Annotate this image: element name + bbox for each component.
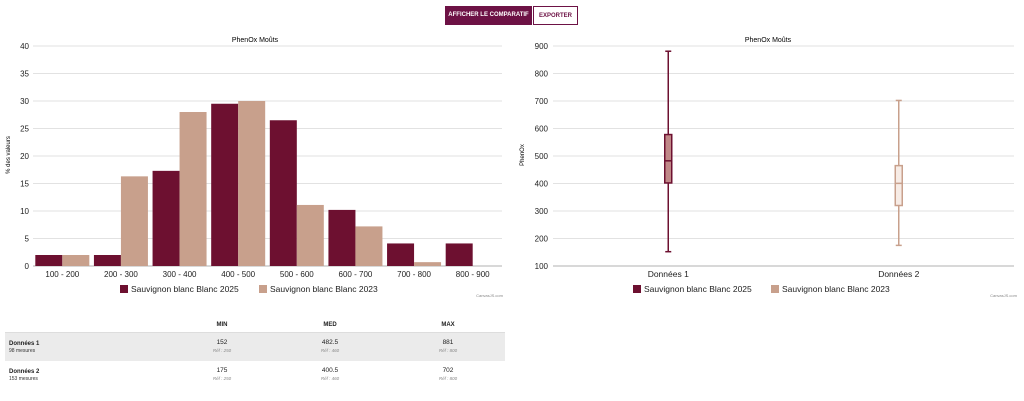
boxplot-box[interactable] <box>894 164 903 207</box>
boxplot-y-tick-label: 100 <box>535 262 549 271</box>
boxplot-y-tick-label: 400 <box>535 180 549 189</box>
boxplot-y-tick-label: 800 <box>535 70 549 79</box>
histogram-title: PhenOx Moûts <box>232 37 279 44</box>
histogram-x-tick-label: 200 - 300 <box>104 270 138 279</box>
legend-label[interactable]: Sauvignon blanc Blanc 2023 <box>270 284 378 294</box>
row-measure-count: 98 mesures <box>9 348 36 354</box>
boxplot-title: PhenOx Moûts <box>745 37 792 44</box>
legend-swatch <box>771 285 779 293</box>
boxplot-x-tick-label: Données 1 <box>648 269 689 279</box>
legend-label[interactable]: Sauvignon blanc Blanc 2025 <box>131 284 239 294</box>
histogram-bar[interactable] <box>120 176 148 266</box>
max-reference: Réf : 800 <box>438 348 458 353</box>
histogram-bar[interactable] <box>296 204 324 266</box>
legend-swatch <box>633 285 641 293</box>
histogram-y-axis-label: % des valeurs <box>6 136 12 174</box>
boxplot-y-tick-label: 300 <box>535 207 549 216</box>
header-med: MED <box>323 322 337 328</box>
boxplot-y-tick-label: 600 <box>535 125 549 134</box>
histogram-x-tick-label: 100 - 200 <box>45 270 79 279</box>
legend-label[interactable]: Sauvignon blanc Blanc 2023 <box>782 284 890 294</box>
med-reference: Réf : 460 <box>320 376 340 381</box>
toolbar: AFFICHER LE COMPARATIF EXPORTER <box>0 6 1024 26</box>
row-measure-count: 153 mesures <box>9 376 38 382</box>
histogram-x-tick-label: 700 - 800 <box>397 270 431 279</box>
histogram-x-tick-label: 400 - 500 <box>221 270 255 279</box>
histogram-y-tick-label: 0 <box>25 262 30 271</box>
histogram-bar[interactable] <box>62 255 90 266</box>
histogram-bar[interactable] <box>445 243 473 266</box>
min-reference: Réf : 250 <box>212 376 232 381</box>
boxplot-chart: PhenOx Moûts PhenOx 100 200 300 400 500 600 70… <box>520 37 1018 298</box>
histogram-x-tick-label: 800 - 900 <box>456 270 490 279</box>
export-button[interactable]: EXPORTER <box>533 6 578 25</box>
row-label: Données 1 <box>9 341 40 347</box>
boxplot-x-tick-label: Données 2 <box>878 269 919 279</box>
histogram-bar[interactable] <box>414 262 442 266</box>
boxplot-y-tick-label: 900 <box>535 42 549 51</box>
histogram-bar[interactable] <box>355 226 383 266</box>
med-value: 482.5 <box>321 339 339 346</box>
histogram-bar[interactable] <box>328 209 356 266</box>
stats-row: Données 1 98 mesures 152 Réf : 250 482.5… <box>5 333 505 361</box>
histogram-y-tick-label: 30 <box>20 97 29 106</box>
med-reference: Réf : 460 <box>320 348 340 353</box>
histogram-bar[interactable] <box>387 243 415 266</box>
stats-header-row: MIN MED MAX <box>5 315 505 333</box>
header-max: MAX <box>441 322 455 328</box>
boxplot-y-tick-label: 500 <box>535 152 549 161</box>
boxplot-y-axis-label: PhenOx <box>520 144 526 166</box>
show-comparison-button[interactable]: AFFICHER LE COMPARATIF <box>445 6 532 25</box>
boxplot-credit: CanvasJS.com <box>990 293 1018 298</box>
histogram-bar[interactable] <box>269 120 297 266</box>
legend-swatch <box>120 285 128 293</box>
max-value: 702 <box>442 367 454 374</box>
histogram-y-tick-label: 35 <box>20 70 29 79</box>
histogram-x-tick-label: 300 - 400 <box>163 270 197 279</box>
max-reference: Réf : 800 <box>438 376 458 381</box>
legend-swatch <box>259 285 267 293</box>
stats-row: Données 2 153 mesures 175 Réf : 250 400.… <box>5 361 505 389</box>
max-value: 881 <box>442 339 454 346</box>
histogram-bar[interactable] <box>93 255 121 266</box>
med-value: 400.5 <box>321 367 339 374</box>
histogram-x-tick-label: 600 - 700 <box>339 270 373 279</box>
histogram-bar[interactable] <box>211 103 239 266</box>
boxplot-box[interactable] <box>664 133 673 184</box>
legend-label[interactable]: Sauvignon blanc Blanc 2025 <box>644 284 752 294</box>
histogram-y-tick-label: 25 <box>20 125 29 134</box>
histogram-bar[interactable] <box>35 255 63 266</box>
histogram-y-tick-label: 15 <box>20 180 29 189</box>
boxplot-y-tick-label: 200 <box>535 235 549 244</box>
histogram-bar[interactable] <box>179 112 207 266</box>
row-label: Données 2 <box>9 369 40 375</box>
charts-canvas: PhenOx Moûts % des valeurs 0 5 10 15 20 25 30 3… <box>6 37 1018 298</box>
min-value: 152 <box>216 339 228 346</box>
histogram-credit: CanvasJS.com <box>476 293 504 298</box>
header-min: MIN <box>216 322 228 328</box>
histogram-y-tick-label: 40 <box>20 42 29 51</box>
min-value: 175 <box>216 367 228 374</box>
histogram-y-tick-label: 5 <box>25 235 30 244</box>
histogram-y-tick-label: 10 <box>20 207 29 216</box>
histogram-x-tick-label: 500 - 600 <box>280 270 314 279</box>
histogram-y-tick-label: 20 <box>20 152 29 161</box>
stats-table: MIN MED MAX Données 1 98 mesures 152 Réf… <box>5 315 505 389</box>
histogram-chart: PhenOx Moûts % des valeurs 0 5 10 15 20 25 30 3… <box>6 37 504 298</box>
histogram-bar[interactable] <box>152 170 180 266</box>
min-reference: Réf : 250 <box>212 348 232 353</box>
histogram-bar[interactable] <box>238 101 266 266</box>
boxplot-y-tick-label: 700 <box>535 97 549 106</box>
